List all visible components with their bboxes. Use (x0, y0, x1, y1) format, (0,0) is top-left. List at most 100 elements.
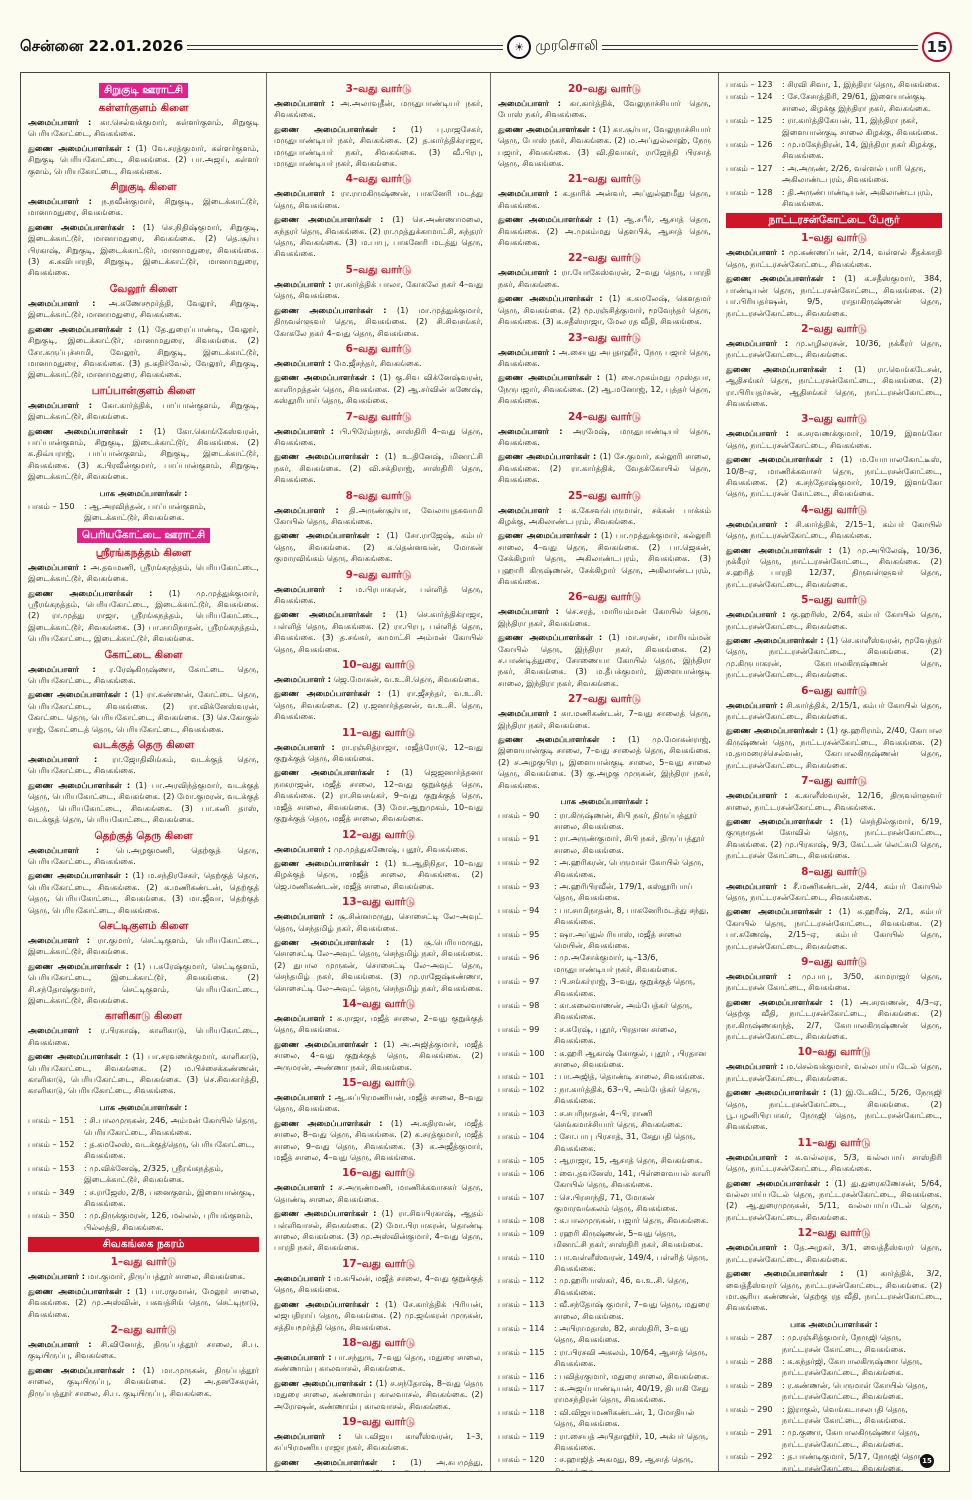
section-heading: 5–வது வார்டு (345, 263, 412, 276)
booth-organizer: ரா.கிருஷ்ணன், சிபி நகர், திருப்பத்தூர் ச… (554, 810, 711, 833)
booth-organizer: மு.குணா, கோபாலகிருஷ்ணா தெரு, நாட்டரசன்கோ… (782, 1427, 942, 1450)
section-heading: 2–வது வார்டு (110, 1323, 177, 1336)
entry-text: சீ.மணிகண்டன், 2/44, கம்பர் கோயில் தெரு, … (726, 880, 942, 902)
entry-text: (1) இ.டேவிட், 5/26, நேருஜி தெரு, நாட்டரச… (726, 1087, 942, 1132)
section-heading: 1–வது வார்டு (801, 232, 867, 245)
entry-label: துணை அமைப்பாளர்கள் : (726, 273, 845, 284)
booth-organizer: கா.கலைவாணன், அம்பேத்கர் தெரு, சிவகங்கை. (554, 1000, 711, 1023)
entry-text: தே.அழகர், 3/1, வைத்தீஸ்வரர் தெரு, நாட்டர… (726, 1242, 942, 1264)
section-heading: கள்ளர்குளம் கிளை (98, 102, 189, 114)
column-2: 3–வது வார்டு அமைப்பாளர் : அ.அலாவுதீன், மர… (267, 73, 491, 1471)
deputy-organizers-entry: துணை அமைப்பாளர்கள் : (1) மா.சரண், மாரியம… (498, 632, 711, 689)
entry-label: அமைப்பாளர் : (274, 1012, 337, 1023)
entry-text: (1) மு.முத்துக்குமார், ஸ்ரீரங்கநத்தம், ப… (28, 587, 259, 644)
booth-organizer: ரா.பிரசவி அகலம், 10/64, ஆசாத் தெரு, சிவக… (554, 1347, 711, 1370)
booth-organizer: ஆராஜா, 15, ஆசாத் தெரு, சிவகங்கை. (554, 1155, 711, 1166)
entry-label: அமைப்பாளர் : (274, 278, 335, 289)
entry-label: துணை அமைப்பாளர்கள் : (498, 734, 629, 745)
booth-organizer: த.பாண்டிகுமார், 5/17, நேருஜி தெரு, நாட்ட… (782, 1451, 942, 1471)
booth-entry: பாகம் – 104 சோ.பாபு பிரசாத், 31, சேதுபதி … (498, 1131, 711, 1154)
booth-organizer: அபிராமதாஸ், 82, சாஸ்திரி, 3–வது தெரு, சி… (554, 1323, 711, 1346)
booth-organizer: பி.சங்கர்ராஜ், 3–வது, குறுக்குத் தெரு, ச… (554, 976, 711, 999)
booth-entry: பாகம் – 110 பா.வள்ளீஸ்வரன், 149/4, பள்ளித… (498, 1252, 711, 1275)
booth-organizer: நா.கார்த்திக், 63–பி, அம்பேத்கர் தெரு, ச… (554, 1084, 711, 1107)
entry-text: ம.செல்வக்குமார், வல்லபாய்படேல் தெரு, நாட… (726, 1061, 942, 1083)
organizer-entry: அமைப்பாளர் : ரா.யோகேஸ்வரன், 2–வது தெரு, … (498, 267, 711, 290)
booth-entry: பாகம் – 290 இராகுல், வெங்கடாசலபதி தெரு, ந… (726, 1404, 942, 1427)
booth-organizer: ரா.அருண்குமார், சிபி நகர், திருப்பத்தூர்… (554, 833, 711, 856)
entry-text: (1) பா.முத்துக்குமார், கல்லூரி சாலை, 4–வ… (498, 530, 712, 586)
booth-organizer: ர.கண்ணன், பெருமாள் கோயில் தெரு, நாட்டரசன… (782, 1380, 942, 1403)
booth-number: பாகம் – 92 (498, 857, 540, 868)
entry-label: அமைப்பாளர் : (726, 790, 795, 801)
entry-label: அமைப்பாளர் : (498, 188, 563, 199)
booth-number: பாகம் – 350 (28, 1210, 75, 1221)
organizer-entry: அமைப்பாளர் : ஜெ.மோகன், வ.உ.சி.தெரு, சிவக… (274, 674, 483, 685)
deputy-organizers-entry: துணை அமைப்பாளர்கள் : (1) ஆ.சபீர், ஆசாத் … (498, 214, 711, 248)
section-heading: 12–வது வார்டு (797, 1227, 871, 1240)
entry-text: ரா.ராமகிருஷ்ணன், பாகனேரி மடத்து தெரு, சி… (274, 188, 483, 210)
section-heading: பாப்பான்குளம் கிளை (91, 384, 196, 397)
booth-entry: பாகம் – 150 ஆ.அரவிந்தன், பாப்பான்குளம், இ… (28, 501, 259, 524)
column-1: சிறுகுடி ஊராட்சி கள்ளர்குளம் கிளை அமைப்பாள… (21, 73, 267, 1471)
newspaper-logo: ☀ முரசொலி (507, 35, 598, 59)
booth-organizers-heading: பாக அமைப்பாளர்கள் : (99, 1101, 188, 1112)
divider (602, 44, 919, 50)
entry-text: (1) ம.சந்திரசேகர், தெற்குத் தெரு, பெரியக… (28, 870, 260, 915)
entry-label: துணை அமைப்பாளர்கள் : (498, 293, 609, 304)
section-heading: 13–வது வார்டு (341, 896, 416, 909)
booth-number: பாகம் – 95 (498, 928, 540, 939)
deputy-organizers-entry: துணை அமைப்பாளர்கள் : (1) சூ.பெரியமருது, … (274, 937, 483, 994)
entry-label: துணை அமைப்பாளர்கள் : (274, 609, 396, 620)
booth-organizer: சி.பாலமுருகன், 246, அம்மன் கோயில் தெரு, … (84, 1115, 259, 1138)
entry-text: ரா.ஜோதிலிங்கம், வடக்குத் தெரு, பெரியகோட்… (28, 754, 259, 776)
booth-number: பாகம் – 116 (498, 1370, 545, 1381)
section-heading: 14–வது வார்டு (341, 997, 416, 1010)
booth-organizer: க.பாலமுருகன், பஜார் தெரு, சிவகங்கை. (554, 1215, 711, 1226)
entry-text: (1) ஆ.சபீர், ஆசாத் தெரு, சிவகங்கை. (2) அ… (498, 214, 711, 248)
entry-label: அமைப்பாளர் : (28, 1338, 101, 1349)
entry-label: அமைப்பாளர் : (28, 663, 110, 674)
booth-number: பாகம் – 108 (498, 1215, 545, 1226)
booth-number: பாகம் – 106 (498, 1167, 545, 1178)
booth-organizer: மு.மகேந்திரன், 14, இந்திரா நகர் கிழக்கு,… (782, 139, 942, 162)
booth-entry: பாகம் – 103 ச.சபரிநாதன், 4–பி, ராணி செங்க… (498, 1108, 711, 1131)
entry-text: க.தாரிக் அன்வர், அப்துல்ஹமீது தெரு, சிவக… (498, 188, 711, 210)
column-3: 20–வது வார்டு அமைப்பாளர் : கா.கார்த்திக்,… (491, 73, 719, 1471)
booth-entry: பாகம் – 94 பா.சாமிநாதன், 8, பாகனேரிமடத்து… (498, 905, 711, 928)
entry-label: துணை அமைப்பாளர்கள் : (274, 1117, 391, 1128)
booth-number: பாகம் – 291 (726, 1427, 773, 1438)
booth-organizers-heading: பாக அமைப்பாளர்கள் : (560, 796, 649, 807)
booth-entry: பாகம் – 350 மு.திருக்குமரன், 126, மல்லல்,… (28, 1210, 259, 1233)
booth-number: பாகம் – 105 (498, 1155, 545, 1166)
entry-text: (1) அ.அஜித்குமார், மஜீத் சாலை, 4–வது குற… (274, 1038, 483, 1072)
booth-organizer: ஆ.அரவிந்தன், பாப்பான்குளம், இடைக்காட்டூர… (84, 501, 259, 524)
organizer-entry: அமைப்பாளர் : பி.பிரேம்நாத், சாஸ்திரி 4–வ… (274, 426, 483, 449)
entry-text: (1) சே.கார்த்திக் பிரியன், லஜபதிராய் தெர… (274, 1298, 483, 1332)
deputy-organizers-entry: துணை அமைப்பாளர்கள் : (1) கா.சூர்யா, வேலு… (498, 124, 711, 170)
organizer-entry: அமைப்பாளர் : பா.சந்துரு, 7–வது தெரு, மது… (274, 1352, 483, 1375)
deputy-organizers-entry: துணை அமைப்பாளர்கள் : (1) ரா.சிவபிரகாஷ், … (274, 1208, 483, 1254)
booth-number: பாகம் – 123 (726, 79, 773, 89)
entry-label: அமைப்பாளர் : (274, 357, 334, 368)
booth-number: பாகம் – 120 (498, 1454, 545, 1465)
organizer-entry: அமைப்பாளர் : ரா.கார்த்திக் பாலா, கோகலே ந… (274, 279, 483, 302)
booth-entry: பாகம் – 291 மு.குணா, கோபாலகிருஷ்ணா தெரு, … (726, 1427, 942, 1450)
organizer-entry: அமைப்பாளர் : கா.மணிகண்டன், 7–வது சாலைத் … (498, 708, 711, 731)
entry-label: அமைப்பாளர் : (274, 674, 334, 685)
booth-number: பாகம் – 287 (726, 1332, 773, 1343)
masthead: சென்னை 22.01.2026 ☀ முரசொலி 15 (20, 30, 953, 64)
booth-number: பாகம் – 127 (726, 162, 773, 173)
booth-organizer: தி.அருண்பாண்டியன், அகிலாண்டபுரம், சிவகங்… (782, 187, 942, 210)
entry-text: (1) செ.நிதிஷ்குமார், சிறுகுடி, இடைக்காட்… (28, 221, 259, 278)
entry-text: (1) க.கமலேஷ், கௌதமர் தெரு, சிவகங்கை. (2)… (498, 293, 711, 327)
deputy-organizers-entry: துணை அமைப்பாளர்கள் : (1) செந்தில்குமார்,… (726, 816, 942, 862)
booth-number: பாகம் – 107 (498, 1191, 545, 1202)
entry-text: (1) சே.குமார், கல்லூரி சாலை, சிவகங்கை. (… (498, 451, 711, 485)
entry-label: அமைப்பாளர் : (498, 346, 559, 357)
entry-label: அமைப்பாளர் : (726, 880, 793, 891)
party-emblem-icon: ☀ (507, 35, 532, 59)
entry-text: சூ.சின்னமருது, சொசைட்டி லே–அவுட் தெரு, ச… (274, 911, 483, 933)
entry-label: துணை அமைப்பாளர்கள் : (274, 372, 380, 383)
booth-entry: பாகம் – 126 மு.மகேந்திரன், 14, இந்திரா நக… (726, 139, 942, 162)
